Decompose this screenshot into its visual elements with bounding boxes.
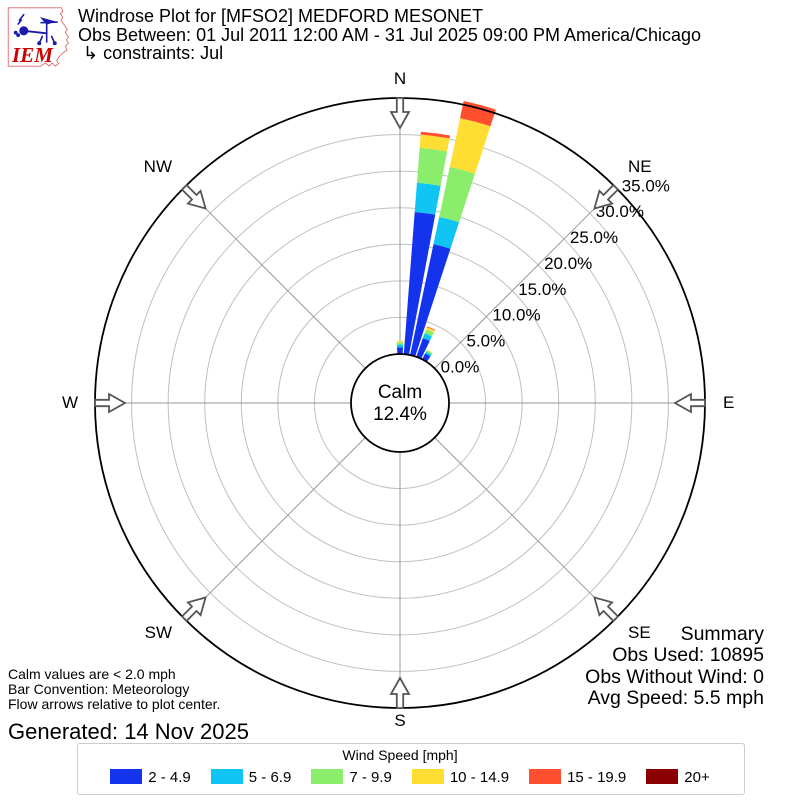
svg-text:E: E xyxy=(723,393,734,412)
svg-text:15.0%: 15.0% xyxy=(518,280,566,299)
svg-text:NW: NW xyxy=(144,157,172,176)
svg-text:N: N xyxy=(394,69,406,88)
svg-text:Calm: Calm xyxy=(378,382,422,403)
svg-text:25.0%: 25.0% xyxy=(570,228,618,247)
svg-text:S: S xyxy=(394,711,405,730)
svg-text:NE: NE xyxy=(628,157,652,176)
svg-text:5.0%: 5.0% xyxy=(467,332,506,351)
svg-text:SW: SW xyxy=(145,623,172,642)
svg-text:IEM: IEM xyxy=(11,43,54,67)
svg-text:0.0%: 0.0% xyxy=(441,357,480,376)
svg-text:12.4%: 12.4% xyxy=(373,404,427,425)
svg-text:10.0%: 10.0% xyxy=(492,306,540,325)
svg-text:W: W xyxy=(62,393,78,412)
svg-text:35.0%: 35.0% xyxy=(622,176,670,195)
svg-text:20.0%: 20.0% xyxy=(544,254,592,273)
